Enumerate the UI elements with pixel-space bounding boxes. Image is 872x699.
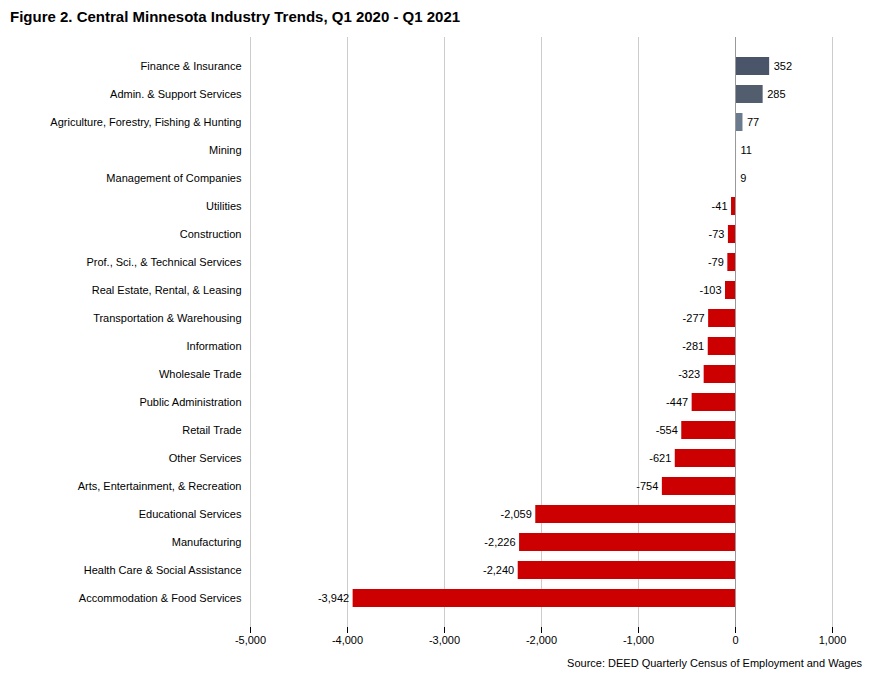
- svg-text:0: 0: [732, 634, 738, 646]
- svg-text:Construction: Construction: [180, 228, 242, 240]
- svg-text:9: 9: [740, 172, 746, 184]
- svg-text:-2,059: -2,059: [501, 508, 532, 520]
- svg-text:-3,942: -3,942: [318, 592, 349, 604]
- svg-text:352: 352: [774, 60, 792, 72]
- svg-text:-2,240: -2,240: [483, 564, 514, 576]
- svg-text:-2,226: -2,226: [484, 536, 515, 548]
- svg-text:Other Services: Other Services: [169, 452, 242, 464]
- svg-text:-3,000: -3,000: [429, 634, 460, 646]
- svg-text:Agriculture, Forestry, Fishing: Agriculture, Forestry, Fishing & Hunting: [50, 116, 241, 128]
- svg-text:Prof., Sci., & Technical Servi: Prof., Sci., & Technical Services: [86, 256, 242, 268]
- svg-text:Retail Trade: Retail Trade: [182, 424, 241, 436]
- svg-text:Admin. & Support Services: Admin. & Support Services: [110, 88, 242, 100]
- svg-text:Manufacturing: Manufacturing: [172, 536, 242, 548]
- svg-text:Accommodation & Food Services: Accommodation & Food Services: [79, 592, 242, 604]
- svg-text:Public Administration: Public Administration: [139, 396, 241, 408]
- svg-text:Finance & Insurance: Finance & Insurance: [141, 60, 242, 72]
- svg-text:-5,000: -5,000: [235, 634, 266, 646]
- svg-text:1,000: 1,000: [819, 634, 847, 646]
- svg-text:-4,000: -4,000: [332, 634, 363, 646]
- svg-text:-754: -754: [636, 480, 658, 492]
- svg-text:-281: -281: [682, 340, 704, 352]
- html-text:Source: DEED Quarterly Census: Source: DEED Quarterly Census of Employm…: [567, 657, 862, 669]
- svg-text:77: 77: [747, 116, 759, 128]
- svg-text:-2,000: -2,000: [526, 634, 557, 646]
- svg-text:-41: -41: [712, 200, 728, 212]
- svg-text:-103: -103: [699, 284, 721, 296]
- svg-text:Management of Companies: Management of Companies: [106, 172, 242, 184]
- svg-text:Arts, Entertainment, & Recreat: Arts, Entertainment, & Recreation: [78, 480, 242, 492]
- svg-text:Wholesale Trade: Wholesale Trade: [159, 368, 242, 380]
- svg-text:-621: -621: [649, 452, 671, 464]
- svg-text:Real Estate, Rental, & Leasing: Real Estate, Rental, & Leasing: [92, 284, 242, 296]
- svg-text:-447: -447: [666, 396, 688, 408]
- svg-text:Utilities: Utilities: [206, 200, 242, 212]
- svg-text:-79: -79: [708, 256, 724, 268]
- svg-text:Information: Information: [186, 340, 241, 352]
- html-text:Figure 2. Central Minnesota In: Figure 2. Central Minnesota Industry Tre…: [10, 8, 461, 25]
- svg-text:-323: -323: [678, 368, 700, 380]
- svg-text:Health Care & Social Assistanc: Health Care & Social Assistance: [84, 564, 242, 576]
- svg-text:-73: -73: [709, 228, 725, 240]
- svg-text:Educational Services: Educational Services: [139, 508, 242, 520]
- svg-text:11: 11: [741, 144, 752, 156]
- svg-text:-554: -554: [656, 424, 678, 436]
- svg-text:285: 285: [767, 88, 785, 100]
- svg-text:-277: -277: [683, 312, 705, 324]
- svg-text:-1,000: -1,000: [623, 634, 654, 646]
- svg-text:Transportation & Warehousing: Transportation & Warehousing: [93, 312, 241, 324]
- svg-text:Mining: Mining: [209, 144, 241, 156]
